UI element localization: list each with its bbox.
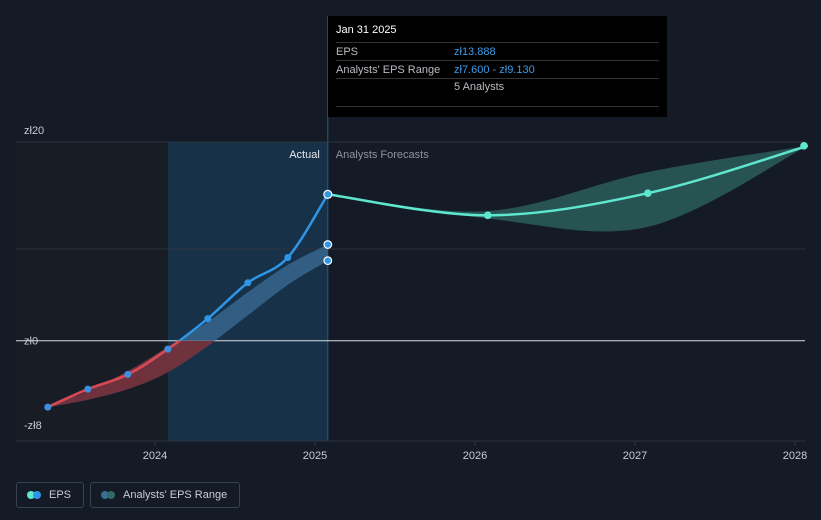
eps-actual-point xyxy=(323,189,333,199)
eps-forecast-point xyxy=(644,189,652,198)
tooltip-analysts-row: 5 Analysts xyxy=(336,78,659,107)
eps-forecast-line xyxy=(327,144,809,217)
tooltip-eps-value: zł13.888 xyxy=(454,45,496,58)
tooltip-range-row: Analysts' EPS Range zł7.600 - zł9.130 xyxy=(336,60,659,78)
actual-region-highlight xyxy=(167,142,328,441)
x-tick-label: 2024 xyxy=(143,450,167,462)
legend-range-label: Analysts' EPS Range xyxy=(123,489,228,501)
eps-range-marker xyxy=(323,256,333,266)
eps-actual-point xyxy=(284,253,292,261)
y-tick-label: zł20 xyxy=(24,125,44,137)
actual-label: Actual xyxy=(289,149,320,161)
legend-eps-label: EPS xyxy=(49,489,72,501)
eps-actual-point xyxy=(244,279,252,287)
tooltip-eps-label: EPS xyxy=(336,45,359,58)
y-tick-label: zł0 xyxy=(24,336,38,348)
y-tick-label: -zł8 xyxy=(24,420,42,432)
tooltip-range-value: zł7.600 - zł9.130 xyxy=(454,63,535,76)
x-tick-label: 2026 xyxy=(463,450,487,462)
eps-actual-point xyxy=(204,315,212,323)
forecast-label: Analysts Forecasts xyxy=(336,149,429,161)
hover-tooltip: Jan 31 2025 EPS zł13.888 Analysts' EPS R… xyxy=(328,16,667,117)
legend-range[interactable]: Analysts' EPS Range xyxy=(90,482,241,508)
eps-actual-line-negative xyxy=(47,340,182,409)
range-legend-icon xyxy=(101,491,116,499)
legend-eps[interactable]: EPS xyxy=(16,482,85,508)
eps-range-marker xyxy=(323,240,333,249)
tooltip-analysts: 5 Analysts xyxy=(454,81,505,93)
eps-forecast-point xyxy=(800,142,808,150)
eps-actual-point xyxy=(164,345,172,353)
eps-range-band-forecast xyxy=(327,145,808,232)
eps-range-band-actual xyxy=(47,244,328,408)
x-tick-label: 2025 xyxy=(303,450,327,462)
tooltip-range-label: Analysts' EPS Range xyxy=(336,63,441,76)
eps-actual-point xyxy=(84,385,92,393)
tooltip-date: Jan 31 2025 xyxy=(336,24,397,36)
eps-forecast-point xyxy=(484,211,492,220)
x-tick-label: 2027 xyxy=(623,450,647,462)
chart-legend: EPS Analysts' EPS Range xyxy=(16,482,241,508)
eps-actual-point xyxy=(124,370,132,378)
eps-actual-point xyxy=(44,403,52,411)
tooltip-eps-row: EPS zł13.888 xyxy=(336,42,659,60)
eps-legend-icon xyxy=(27,491,41,499)
x-tick-label: 2028 xyxy=(783,450,807,462)
